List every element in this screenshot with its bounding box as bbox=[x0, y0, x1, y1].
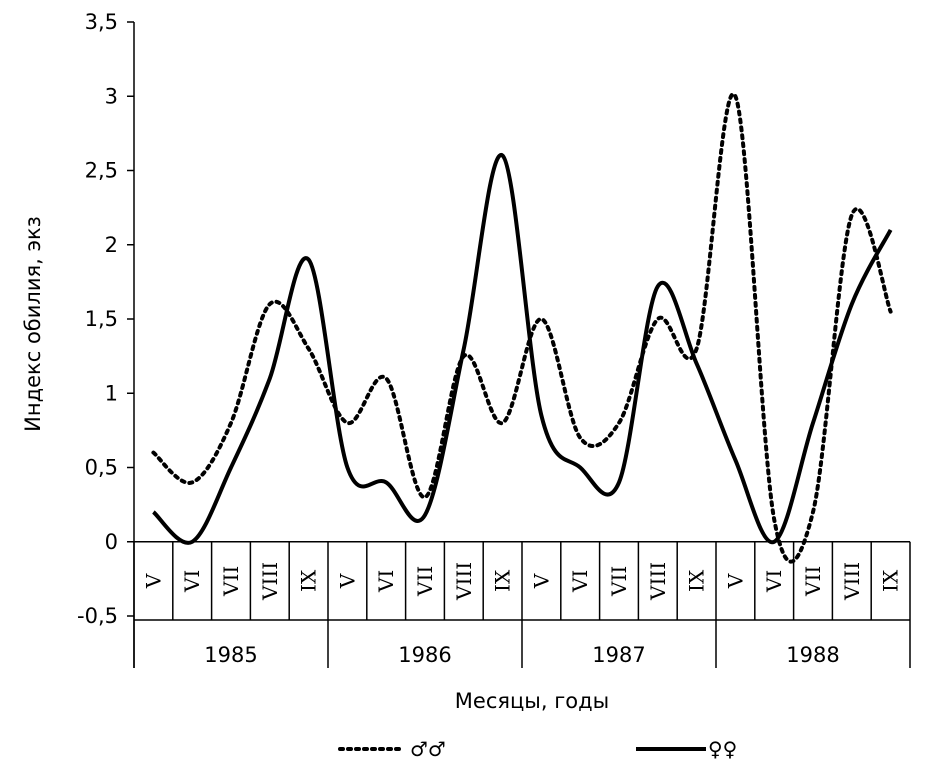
series-line-males bbox=[151, 91, 893, 564]
month-label: V bbox=[529, 573, 553, 589]
month-label: IX bbox=[297, 569, 321, 592]
month-label: VI bbox=[762, 570, 786, 593]
y-tick-label: 1,5 bbox=[85, 307, 118, 331]
series-line-females bbox=[152, 153, 893, 545]
month-label: VI bbox=[568, 570, 592, 593]
y-tick-label: 3 bbox=[105, 84, 118, 108]
month-label: VIII bbox=[452, 562, 476, 601]
year-label: 1986 bbox=[398, 643, 451, 667]
y-tick-label: 2,5 bbox=[85, 159, 118, 183]
month-label: VII bbox=[219, 566, 243, 597]
plot-area: -0,500,511,522,533,5V VI VII VIII IX V VI VII VI… bbox=[21, 10, 911, 761]
year-label: 1987 bbox=[592, 643, 645, 667]
month-label: VIII bbox=[258, 562, 282, 601]
y-tick-label: 0,5 bbox=[85, 456, 118, 480]
month-label: VII bbox=[413, 566, 437, 597]
y-tick-label: 3,5 bbox=[85, 10, 118, 34]
month-label: VI bbox=[180, 570, 204, 593]
month-label: V bbox=[335, 573, 359, 589]
y-tick-label: 1 bbox=[105, 381, 118, 405]
year-label: 1985 bbox=[204, 643, 257, 667]
month-label: VIII bbox=[840, 562, 864, 601]
y-axis-title: Индекс обилия, экз bbox=[21, 216, 45, 432]
y-tick-label: 2 bbox=[105, 233, 118, 257]
month-label: IX bbox=[685, 569, 709, 592]
month-label: V bbox=[141, 573, 165, 589]
y-tick-label: -0,5 bbox=[77, 604, 118, 628]
year-label: 1988 bbox=[786, 643, 839, 667]
legend-label-males: ♂♂ bbox=[410, 737, 446, 761]
month-label: IX bbox=[879, 569, 903, 592]
month-label: VI bbox=[374, 570, 398, 593]
month-label: VII bbox=[801, 566, 825, 597]
month-label: VIII bbox=[646, 562, 670, 601]
month-label: IX bbox=[491, 569, 515, 592]
x-axis-title: Месяцы, годы bbox=[455, 689, 609, 713]
month-label: V bbox=[723, 573, 747, 589]
legend-label-females: ♀♀ bbox=[708, 737, 737, 761]
month-label: VII bbox=[607, 566, 631, 597]
y-tick-label: 0 bbox=[105, 530, 118, 554]
